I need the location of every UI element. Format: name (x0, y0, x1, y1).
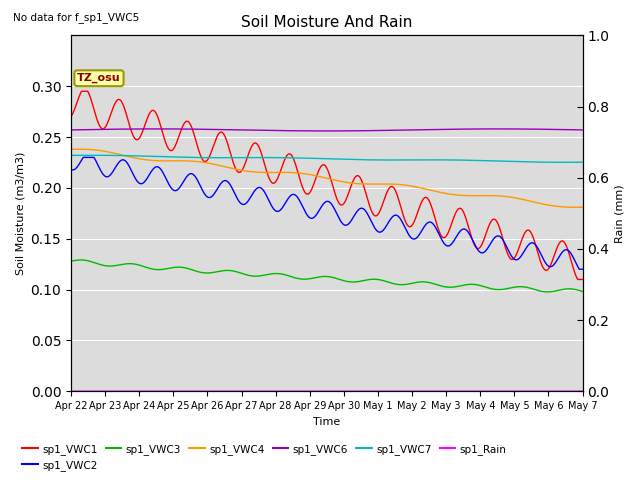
sp1_VWC1 (574, 276, 582, 282)
sp1_Rain (518, 388, 525, 394)
sp1_VWC7 (239, 155, 246, 160)
sp1_Rain (181, 388, 189, 394)
sp1_VWC1 (518, 236, 526, 242)
sp1_VWC1 (181, 120, 189, 125)
sp1_VWC1 (406, 224, 414, 229)
sp1_VWC7 (406, 157, 414, 163)
sp1_VWC3 (67, 258, 75, 264)
sp1_VWC7 (169, 154, 177, 160)
sp1_VWC4 (169, 158, 177, 164)
sp1_VWC1 (239, 167, 246, 172)
Line: sp1_VWC6: sp1_VWC6 (71, 129, 582, 131)
Line: sp1_VWC2: sp1_VWC2 (71, 157, 582, 269)
sp1_VWC1 (473, 245, 481, 251)
sp1_VWC6 (323, 128, 330, 134)
sp1_VWC2 (575, 266, 583, 272)
Legend: sp1_VWC1, sp1_VWC2, sp1_VWC3, sp1_VWC4, sp1_VWC6, sp1_VWC7, sp1_Rain: sp1_VWC1, sp1_VWC2, sp1_VWC3, sp1_VWC4, … (18, 439, 511, 475)
sp1_VWC6 (169, 126, 177, 132)
sp1_VWC2 (579, 266, 586, 272)
sp1_VWC7 (88, 152, 96, 158)
sp1_VWC4 (518, 196, 526, 202)
sp1_VWC4 (239, 168, 246, 173)
sp1_VWC3 (239, 271, 246, 276)
Line: sp1_VWC4: sp1_VWC4 (71, 149, 582, 207)
sp1_VWC6 (518, 126, 526, 132)
sp1_VWC2 (406, 234, 414, 240)
sp1_VWC6 (67, 127, 75, 133)
sp1_Rain (168, 388, 176, 394)
sp1_VWC2 (239, 202, 246, 207)
sp1_VWC2 (67, 167, 75, 172)
sp1_Rain (238, 388, 246, 394)
sp1_VWC1 (67, 114, 75, 120)
sp1_VWC6 (406, 127, 414, 133)
sp1_VWC7 (558, 159, 566, 165)
sp1_VWC6 (152, 126, 160, 132)
X-axis label: Time: Time (313, 417, 340, 427)
Title: Soil Moisture And Rain: Soil Moisture And Rain (241, 15, 413, 30)
sp1_VWC1 (169, 147, 177, 153)
sp1_VWC6 (181, 126, 189, 132)
sp1_VWC6 (239, 127, 246, 133)
Text: TZ_osu: TZ_osu (77, 73, 121, 84)
Text: No data for f_sp1_VWC5: No data for f_sp1_VWC5 (13, 12, 139, 23)
sp1_VWC7 (579, 159, 586, 165)
sp1_VWC4 (572, 204, 579, 210)
sp1_VWC3 (518, 284, 526, 289)
sp1_VWC2 (169, 187, 177, 192)
sp1_VWC3 (406, 281, 414, 287)
sp1_VWC4 (67, 146, 75, 152)
Line: sp1_VWC7: sp1_VWC7 (71, 155, 582, 162)
sp1_VWC4 (74, 146, 82, 152)
sp1_VWC3 (473, 282, 481, 288)
sp1_VWC6 (474, 126, 481, 132)
Line: sp1_VWC3: sp1_VWC3 (71, 260, 582, 292)
sp1_VWC2 (79, 155, 87, 160)
sp1_VWC3 (77, 257, 85, 263)
sp1_VWC4 (181, 158, 189, 164)
sp1_Rain (579, 388, 586, 394)
sp1_Rain (473, 388, 481, 394)
sp1_VWC4 (473, 193, 481, 199)
sp1_VWC7 (473, 157, 481, 163)
sp1_VWC3 (181, 265, 189, 271)
sp1_VWC3 (543, 289, 551, 295)
sp1_VWC7 (67, 153, 75, 158)
sp1_VWC1 (579, 276, 586, 282)
sp1_VWC2 (181, 176, 189, 182)
sp1_Rain (406, 388, 413, 394)
sp1_VWC2 (473, 246, 481, 252)
sp1_VWC6 (579, 127, 586, 133)
sp1_Rain (67, 388, 75, 394)
sp1_VWC3 (169, 265, 177, 271)
Y-axis label: Rain (mm): Rain (mm) (615, 184, 625, 243)
sp1_VWC4 (406, 183, 414, 189)
Y-axis label: Soil Moisture (m3/m3): Soil Moisture (m3/m3) (15, 152, 25, 275)
sp1_VWC1 (78, 88, 86, 94)
sp1_VWC2 (518, 252, 526, 257)
sp1_VWC7 (518, 159, 526, 165)
sp1_VWC7 (181, 155, 189, 160)
sp1_VWC3 (579, 288, 586, 294)
Line: sp1_VWC1: sp1_VWC1 (71, 91, 582, 279)
sp1_VWC4 (579, 204, 586, 210)
